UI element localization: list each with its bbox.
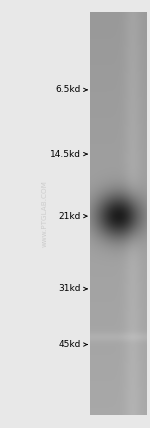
Text: 21kd: 21kd	[59, 211, 87, 221]
Text: 45kd: 45kd	[59, 340, 87, 349]
Text: 6.5kd: 6.5kd	[56, 85, 87, 95]
Text: 31kd: 31kd	[58, 284, 87, 294]
Text: www.PTGLAB.COM: www.PTGLAB.COM	[42, 181, 48, 247]
Text: 14.5kd: 14.5kd	[50, 149, 87, 159]
